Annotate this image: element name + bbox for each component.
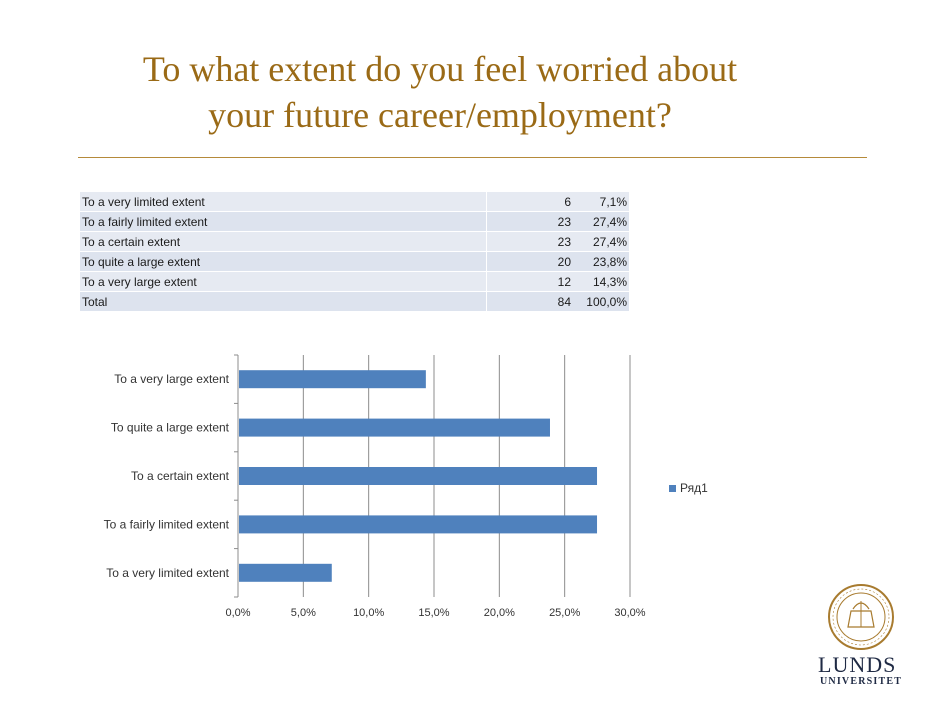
row-count: 84 bbox=[486, 291, 573, 312]
legend-swatch bbox=[669, 484, 676, 492]
row-percent: 100,0% bbox=[573, 291, 629, 312]
y-category-label: To a certain extent bbox=[131, 469, 230, 483]
x-tick-label: 25,0% bbox=[549, 607, 580, 619]
y-category-label: To a very large extent bbox=[114, 372, 229, 386]
row-label: To a certain extent bbox=[80, 231, 487, 252]
row-label: To a very limited extent bbox=[80, 192, 487, 212]
legend-label: Ряд1 bbox=[680, 481, 708, 495]
chart-legend: Ряд1 bbox=[669, 481, 708, 495]
table-row: To a certain extent 23 27,4% bbox=[80, 231, 629, 252]
x-tick-label: 10,0% bbox=[353, 607, 384, 619]
page-title: To what extent do you feel worried about… bbox=[60, 46, 820, 138]
title-line-1: To what extent do you feel worried about bbox=[142, 49, 738, 89]
x-tick-label: 20,0% bbox=[484, 607, 515, 619]
table-row: To a fairly limited extent 23 27,4% bbox=[80, 211, 629, 232]
bar bbox=[239, 418, 550, 437]
frequency-table: To a very limited extent 6 7,1% To a fai… bbox=[80, 192, 629, 312]
university-seal-logo bbox=[828, 584, 894, 650]
y-category-label: To a fairly limited extent bbox=[104, 517, 230, 531]
title-line-2: your future career/employment? bbox=[208, 95, 672, 135]
bar bbox=[239, 563, 332, 582]
title-divider bbox=[78, 157, 867, 158]
bar bbox=[239, 370, 426, 389]
row-percent: 14,3% bbox=[573, 271, 629, 292]
x-tick-label: 5,0% bbox=[291, 607, 316, 619]
x-tick-label: 0,0% bbox=[225, 607, 250, 619]
row-count: 20 bbox=[486, 251, 573, 272]
row-percent: 7,1% bbox=[573, 192, 629, 212]
row-label: Total bbox=[80, 291, 487, 312]
table-row-total: Total 84 100,0% bbox=[80, 291, 629, 312]
row-label: To a very large extent bbox=[80, 271, 487, 292]
bar bbox=[239, 515, 598, 534]
y-category-label: To quite a large extent bbox=[111, 421, 230, 435]
row-count: 12 bbox=[486, 271, 573, 292]
row-label: To quite a large extent bbox=[80, 251, 487, 272]
table-row: To a very limited extent 6 7,1% bbox=[80, 192, 629, 212]
row-label: To a fairly limited extent bbox=[80, 211, 487, 232]
x-tick-label: 15,0% bbox=[418, 607, 449, 619]
row-count: 23 bbox=[486, 231, 573, 252]
y-category-label: To a very limited extent bbox=[106, 566, 229, 580]
table-row: To a very large extent 12 14,3% bbox=[80, 271, 629, 292]
row-percent: 27,4% bbox=[573, 211, 629, 232]
row-percent: 27,4% bbox=[573, 231, 629, 252]
logo-wordmark: LUNDS bbox=[818, 652, 897, 677]
x-tick-label: 30,0% bbox=[614, 607, 645, 619]
table-row: To quite a large extent 20 23,8% bbox=[80, 251, 629, 272]
bar bbox=[239, 467, 598, 485]
logo-subtitle: UNIVERSITET bbox=[820, 676, 903, 687]
row-count: 6 bbox=[486, 192, 573, 212]
row-count: 23 bbox=[486, 211, 573, 232]
row-percent: 23,8% bbox=[573, 251, 629, 272]
